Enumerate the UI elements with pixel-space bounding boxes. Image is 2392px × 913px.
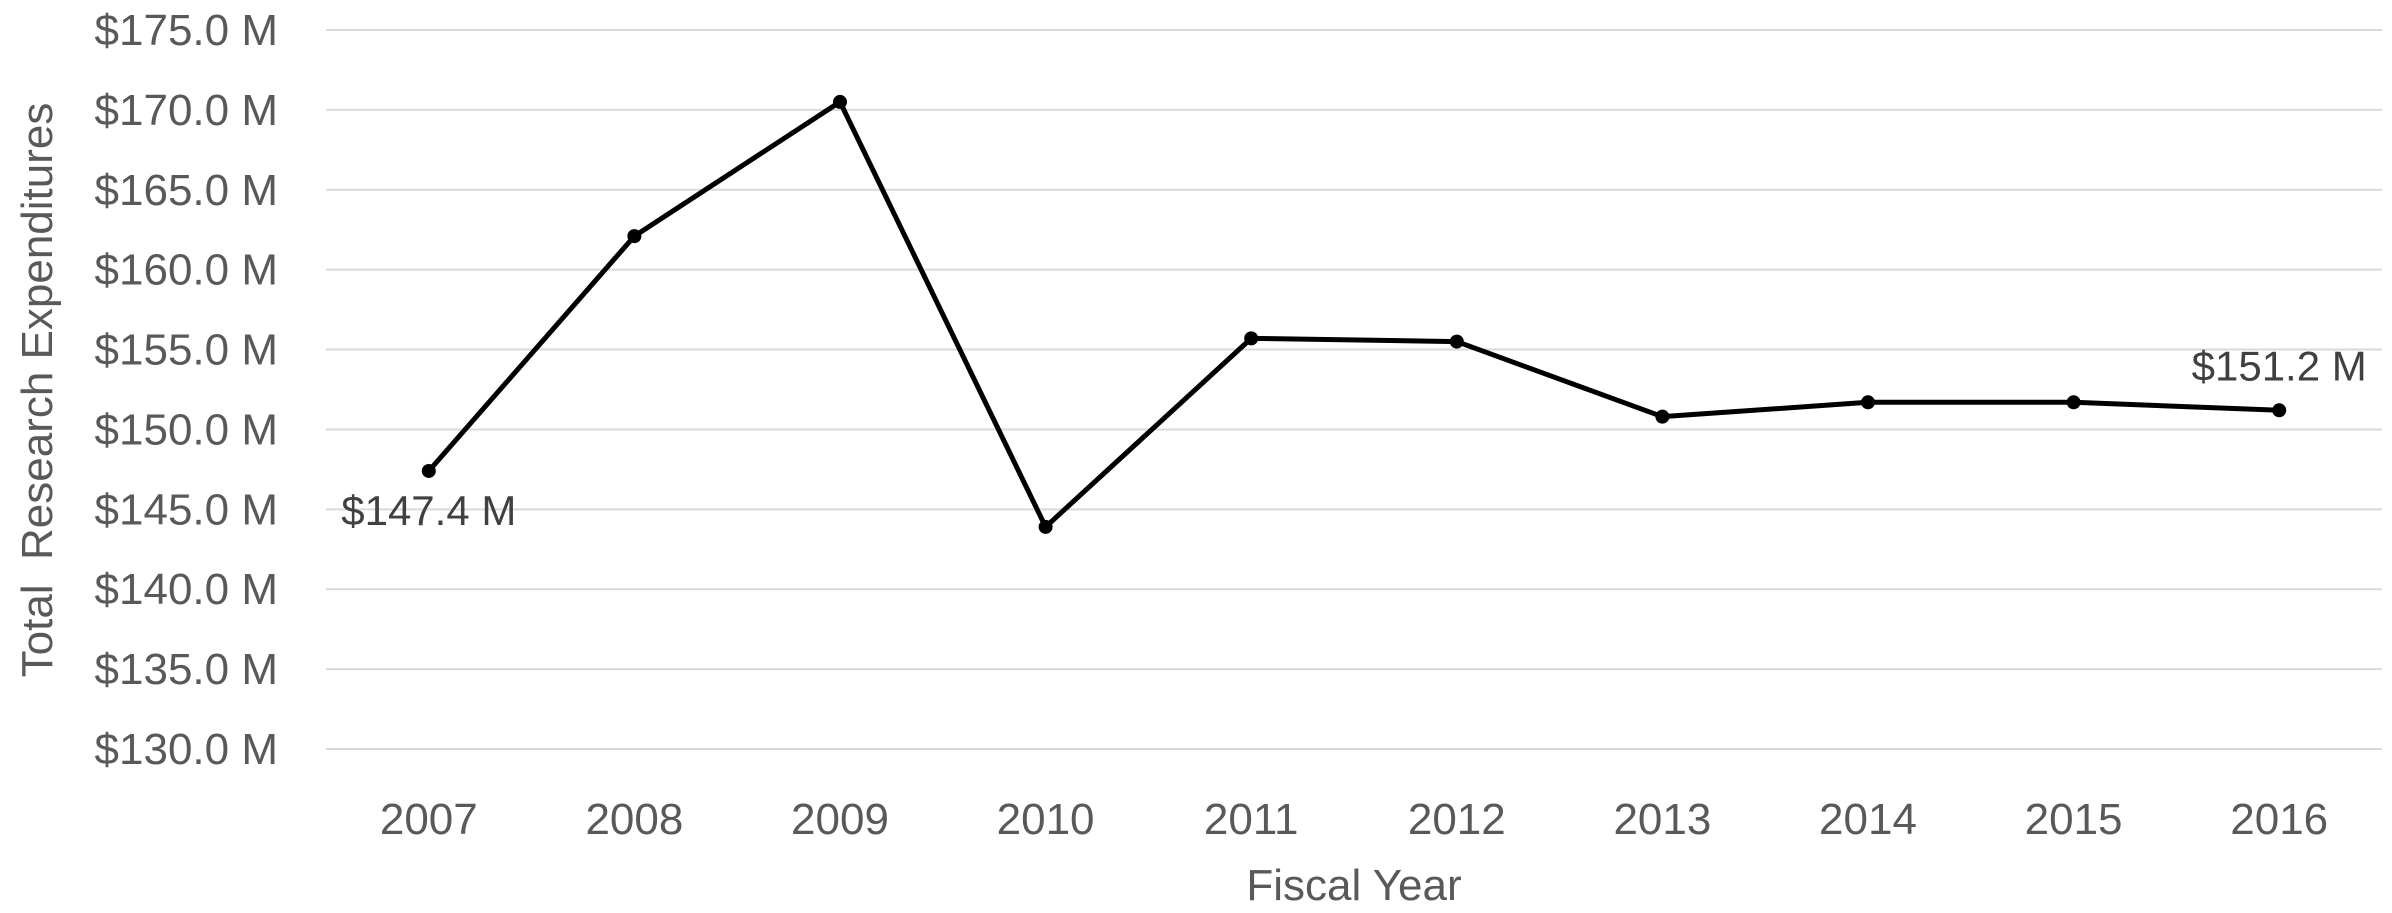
x-tick-label: 2014 <box>1819 795 1917 844</box>
data-point <box>1244 331 1259 346</box>
data-point <box>833 94 847 109</box>
series-group <box>421 94 2287 534</box>
data-point <box>1038 519 1053 534</box>
data-labels: $147.4 M $151.2 M <box>341 342 2367 534</box>
x-tick-label: 2016 <box>2230 795 2328 844</box>
y-tick-label: $175.0 M <box>95 6 278 55</box>
x-tick-label: 2011 <box>1204 795 1299 844</box>
data-point <box>2272 403 2287 418</box>
y-tick-label: $150.0 M <box>95 405 278 454</box>
x-tick-label: 2007 <box>380 795 478 844</box>
data-point <box>2066 395 2081 410</box>
data-point <box>421 463 436 478</box>
y-axis-title: Total Research Expenditures <box>13 103 62 678</box>
data-label: $151.2 M <box>2192 342 2367 389</box>
y-tick-label: $170.0 M <box>95 86 278 135</box>
x-axis-ticks: 2007 2008 2009 2010 2011 2012 2013 2014 2015 2016 <box>380 795 2328 844</box>
y-tick-label: $140.0 M <box>95 565 278 614</box>
x-axis-title: Fiscal Year <box>1246 861 1461 910</box>
data-point <box>627 229 642 244</box>
x-tick-label: 2010 <box>997 795 1095 844</box>
series-line <box>426 99 2280 530</box>
gridlines <box>326 29 2382 750</box>
y-tick-label: $160.0 M <box>95 246 278 295</box>
x-tick-label: 2008 <box>585 795 683 844</box>
y-tick-label: $165.0 M <box>95 166 278 215</box>
x-tick-label: 2012 <box>1408 795 1506 844</box>
data-point <box>1449 334 1464 349</box>
y-tick-label: $155.0 M <box>95 326 278 375</box>
data-point <box>1861 395 1875 410</box>
x-tick-label: 2009 <box>791 795 889 844</box>
y-tick-label: $145.0 M <box>95 485 278 534</box>
y-axis-ticks: $130.0 M $135.0 M $140.0 M $145.0 M $150.0 M… <box>95 6 278 774</box>
x-tick-label: 2015 <box>2025 795 2123 844</box>
x-tick-label: 2013 <box>1613 795 1711 844</box>
data-label: $147.4 M <box>341 487 516 534</box>
data-point <box>1655 409 1670 424</box>
y-tick-label: $135.0 M <box>95 645 278 694</box>
y-tick-label: $130.0 M <box>95 725 278 774</box>
